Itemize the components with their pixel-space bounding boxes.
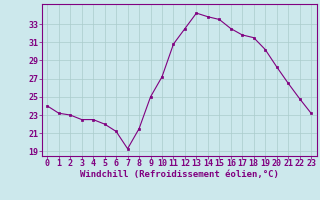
X-axis label: Windchill (Refroidissement éolien,°C): Windchill (Refroidissement éolien,°C) xyxy=(80,170,279,179)
